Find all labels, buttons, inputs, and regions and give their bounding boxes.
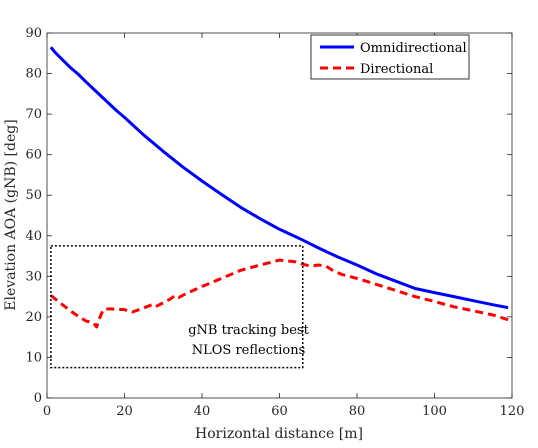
series-line-directional — [49, 258, 509, 329]
y-tick-label: 30 — [25, 269, 42, 284]
y-tick-label: 0 — [34, 391, 42, 406]
y-tick-label: 40 — [25, 229, 42, 244]
y-tick-label: 60 — [25, 148, 42, 163]
y-tick-label: 70 — [25, 107, 42, 122]
y-tick-label: 90 — [25, 26, 42, 41]
legend-label-omnidirectional: Omnidirectional — [360, 41, 467, 56]
ticks: 0 20 40 60 80 100 120 0 10 20 30 40 50 60 70 80 90 — [25, 26, 524, 419]
annotation-line-2: NLOS reflections — [192, 343, 306, 358]
annotation-box — [50, 245, 304, 369]
y-tick-label: 80 — [25, 67, 42, 82]
legend-box — [310, 34, 470, 80]
x-tick-label: 0 — [43, 404, 51, 419]
x-tick-label: 80 — [349, 404, 366, 419]
x-axis-label: Horizontal distance [m] — [195, 426, 363, 442]
x-tick-label: 120 — [500, 404, 525, 419]
x-tick-label: 100 — [422, 404, 447, 419]
series-line-omnidirectional — [49, 46, 509, 310]
y-tick-label: 50 — [25, 188, 42, 203]
x-tick-label: 20 — [116, 404, 133, 419]
y-tick-label: 20 — [25, 310, 42, 325]
x-tick-label: 60 — [271, 404, 288, 419]
legend-label-directional: Directional — [360, 62, 433, 77]
y-tick-label: 10 — [25, 350, 42, 365]
y-axis-label: Elevation AOA (gNB) [deg] — [3, 119, 19, 310]
series-group — [49, 46, 509, 329]
x-tick-label: 40 — [194, 404, 211, 419]
plot-area — [47, 33, 512, 398]
annotation-line-1: gNB tracking best — [188, 323, 309, 338]
annotation-group: gNB tracking best NLOS reflections — [50, 245, 310, 369]
legend: Omnidirectional Directional — [310, 34, 470, 80]
